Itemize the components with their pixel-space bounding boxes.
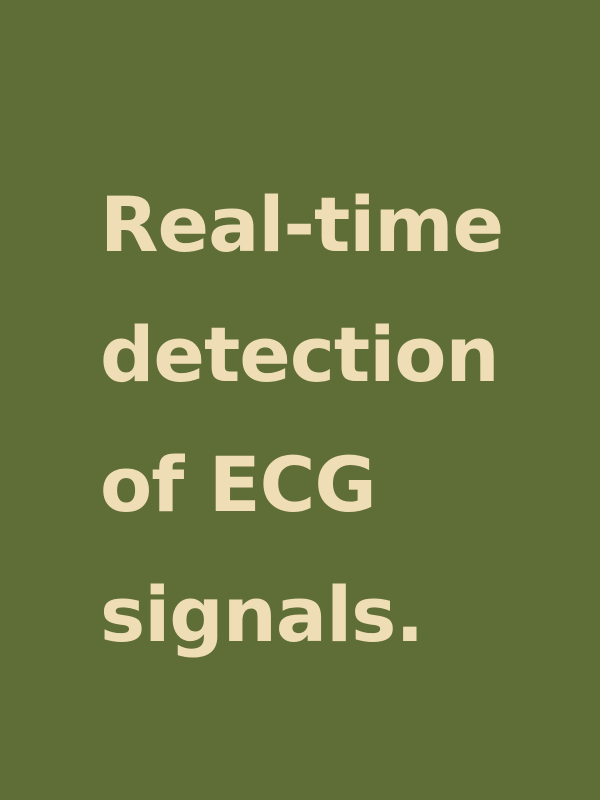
headline: Real-time detection of ECG signals. bbox=[100, 160, 560, 680]
headline-line-3: of ECG bbox=[100, 440, 377, 529]
headline-line-2: detection bbox=[100, 310, 500, 399]
headline-line-4: signals. bbox=[100, 570, 424, 659]
headline-line-1: Real-time bbox=[100, 180, 504, 269]
